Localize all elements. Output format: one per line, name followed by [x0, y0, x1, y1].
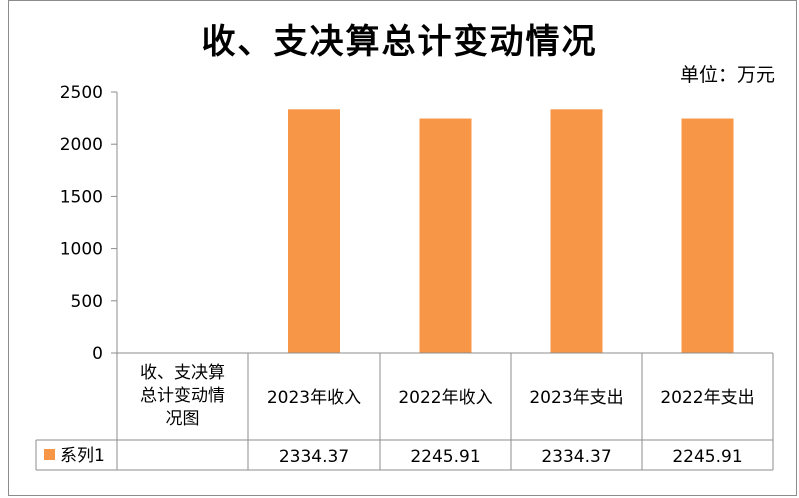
table-header-line: 收、支决算 [140, 363, 225, 383]
table-header-line: 况图 [166, 409, 200, 429]
x-category-label: 2022年支出 [660, 388, 754, 408]
data-value-label: 2245.91 [672, 447, 742, 467]
legend-key [44, 449, 55, 460]
data-value-label: 2334.37 [279, 447, 349, 467]
x-category-label: 2022年收入 [398, 388, 492, 408]
legend-label: 系列1 [60, 446, 105, 466]
table-header-line: 总计变动情 [140, 386, 225, 406]
y-tick-label: 2500 [60, 83, 103, 103]
bar-3 [550, 109, 603, 353]
bar-2 [419, 118, 472, 353]
unit-label: 单位：万元 [679, 64, 775, 86]
y-tick-label: 1500 [60, 187, 103, 207]
x-category-label: 2023年支出 [529, 388, 623, 408]
x-category-label: 2023年收入 [267, 388, 361, 408]
y-tick-label: 1000 [60, 240, 103, 260]
data-value-label: 2334.37 [541, 447, 611, 467]
y-tick-label: 0 [92, 344, 103, 364]
y-tick-label: 2000 [60, 135, 103, 155]
bar-4 [681, 118, 734, 353]
y-tick-label: 500 [71, 292, 103, 312]
bar-1 [288, 109, 340, 353]
chart-frame [8, 0, 797, 496]
chart-axes: 0 500 1000 1500 2000 2500 [60, 83, 118, 364]
chart-bars [288, 109, 734, 353]
chart-title: 收、支决算总计变动情况 [201, 22, 598, 62]
data-value-label: 2245.91 [410, 447, 480, 467]
